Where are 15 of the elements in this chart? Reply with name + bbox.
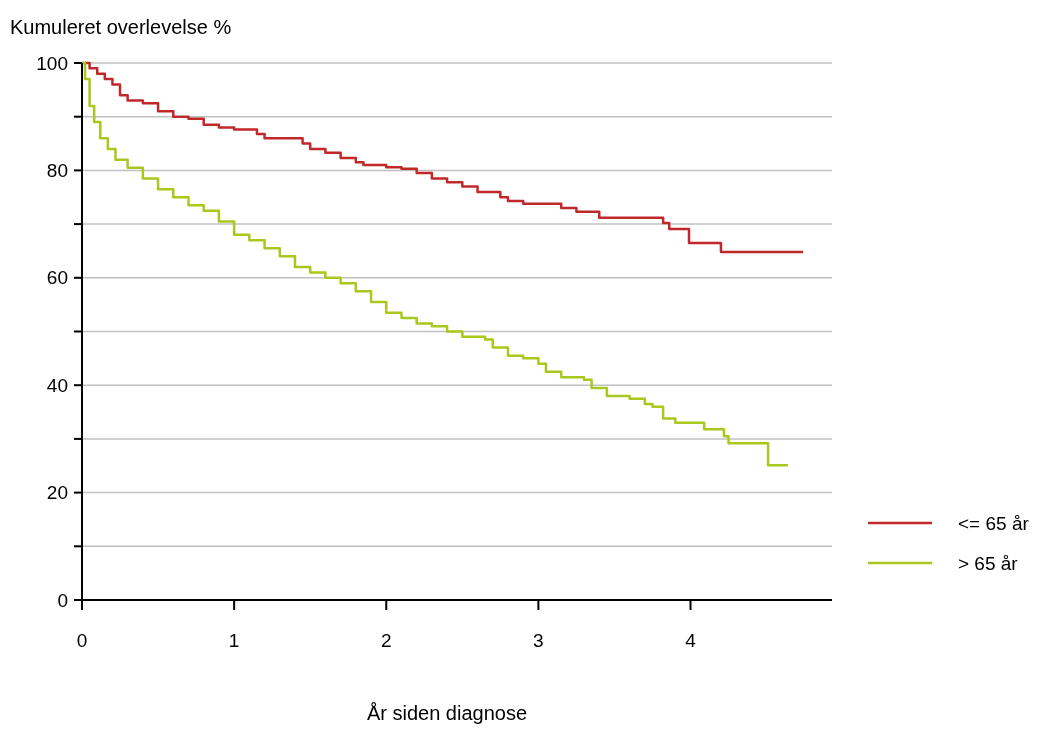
y-axis-title: Kumuleret overlevelse % [10,16,232,38]
x-tick-label: 4 [685,629,697,651]
legend-label: > 65 år [958,552,1019,574]
x-tick-label: 2 [380,629,392,651]
y-tick-label: 60 [46,267,68,289]
y-tick-label: 0 [57,589,68,611]
y-tick-label: 80 [46,160,68,182]
y-tick-label: 100 [36,52,68,74]
y-tick-label: 20 [46,482,68,504]
x-axis-title: År siden diagnose [366,702,528,724]
y-tick-label: 40 [46,374,68,396]
x-tick-label: 0 [76,629,88,651]
legend-label: <= 65 år [958,512,1030,534]
x-tick-label: 3 [533,629,544,651]
x-tick-label: 1 [228,629,240,651]
